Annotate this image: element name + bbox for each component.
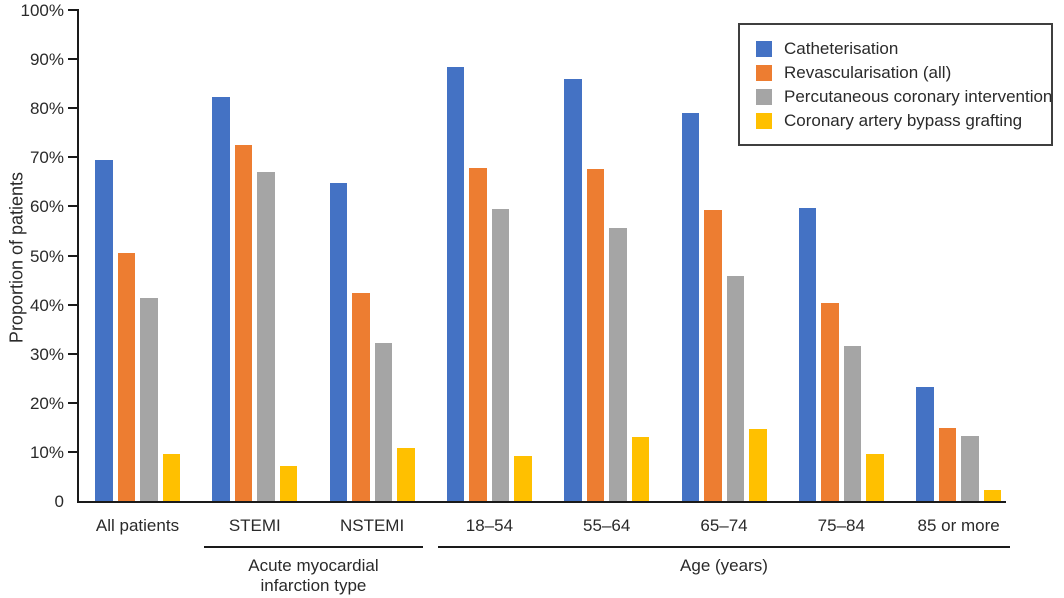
x-category-label: 65–74 bbox=[700, 516, 748, 535]
y-tick-label: 70% bbox=[29, 148, 64, 168]
y-tick-label: 60% bbox=[29, 197, 64, 217]
bar bbox=[749, 428, 767, 501]
bar bbox=[938, 428, 957, 501]
y-tick-label: 40% bbox=[29, 295, 64, 315]
bar bbox=[821, 303, 839, 501]
bar bbox=[514, 456, 532, 501]
bar bbox=[798, 208, 817, 501]
group-caption-line: Acute myocardial bbox=[248, 556, 379, 575]
bar bbox=[704, 210, 722, 501]
bar bbox=[352, 292, 370, 501]
y-tick-label: 80% bbox=[29, 99, 64, 119]
legend-label: Catheterisation bbox=[784, 38, 899, 58]
bar bbox=[916, 386, 934, 501]
y-tick-mark bbox=[68, 450, 77, 453]
bar bbox=[469, 167, 487, 501]
bar bbox=[609, 228, 627, 501]
bar bbox=[631, 436, 650, 501]
group-caption-line: infarction type bbox=[260, 576, 367, 595]
y-tick-label: 90% bbox=[29, 50, 64, 70]
y-tick-label: 30% bbox=[29, 344, 64, 364]
y-tick-mark bbox=[68, 58, 77, 61]
bar bbox=[279, 466, 298, 501]
y-axis-line bbox=[77, 9, 79, 503]
legend-item: Coronary artery bypass grafting bbox=[756, 109, 1043, 132]
y-tick-mark bbox=[68, 205, 77, 208]
y-tick-label: 50% bbox=[29, 246, 64, 266]
x-category-label: NSTEMI bbox=[339, 516, 405, 535]
bar bbox=[397, 447, 415, 501]
legend-swatch bbox=[756, 112, 772, 129]
legend-label: Coronary artery bypass grafting bbox=[784, 110, 1023, 130]
legend-swatch bbox=[756, 88, 772, 105]
bar bbox=[983, 489, 1002, 501]
y-tick-label: 0 bbox=[54, 492, 64, 511]
legend-swatch bbox=[756, 40, 772, 57]
bar bbox=[117, 252, 135, 501]
bar bbox=[843, 346, 862, 501]
y-tick-mark bbox=[68, 401, 77, 404]
bar bbox=[329, 183, 348, 501]
legend: Catheterisation Revascularisation (all) Pe… bbox=[738, 23, 1053, 146]
legend-item: Revascularisation (all) bbox=[756, 61, 1043, 84]
y-tick-mark bbox=[68, 107, 77, 110]
bar bbox=[140, 297, 158, 501]
group-caption: Acute myocardial infarction type bbox=[204, 556, 423, 596]
y-tick-label: 20% bbox=[29, 393, 64, 413]
group-underline bbox=[438, 546, 1010, 548]
y-tick-mark bbox=[68, 303, 77, 306]
bar bbox=[961, 435, 979, 501]
y-tick-mark bbox=[68, 352, 77, 355]
x-category-label: 85 or more bbox=[917, 516, 1000, 535]
bar bbox=[95, 159, 113, 501]
x-category-label: 75–84 bbox=[817, 516, 865, 535]
x-category-label: STEMI bbox=[228, 516, 281, 535]
x-category-label: 18–54 bbox=[465, 516, 514, 535]
group-caption-line: Age (years) bbox=[680, 556, 768, 575]
y-tick-mark bbox=[68, 9, 77, 11]
bar bbox=[446, 66, 465, 501]
x-category-label: 55–64 bbox=[583, 516, 631, 535]
legend-label: Revascularisation (all) bbox=[784, 62, 952, 82]
x-axis-line bbox=[77, 501, 1006, 503]
bar bbox=[681, 112, 699, 501]
legend-item: Catheterisation bbox=[756, 37, 1043, 60]
bar bbox=[726, 276, 744, 501]
legend-item: Percutaneous coronary intervention bbox=[756, 85, 1052, 108]
x-category-label: All patients bbox=[95, 516, 180, 535]
legend-label: Percutaneous coronary intervention bbox=[784, 86, 1053, 106]
bar bbox=[162, 453, 180, 501]
y-tick-label: 100% bbox=[20, 1, 64, 20]
group-caption: Age (years) bbox=[438, 556, 1009, 576]
bar bbox=[491, 208, 510, 501]
bar bbox=[564, 78, 582, 501]
bar bbox=[234, 144, 253, 501]
y-tick-mark bbox=[68, 156, 77, 159]
y-tick-mark bbox=[68, 254, 77, 257]
bar bbox=[586, 169, 605, 501]
group-underline bbox=[203, 546, 424, 548]
bar bbox=[212, 97, 230, 501]
y-tick-label: 10% bbox=[29, 442, 64, 462]
bar bbox=[866, 454, 884, 501]
legend-swatch bbox=[756, 64, 772, 81]
bar bbox=[374, 342, 393, 501]
bar bbox=[257, 172, 275, 501]
